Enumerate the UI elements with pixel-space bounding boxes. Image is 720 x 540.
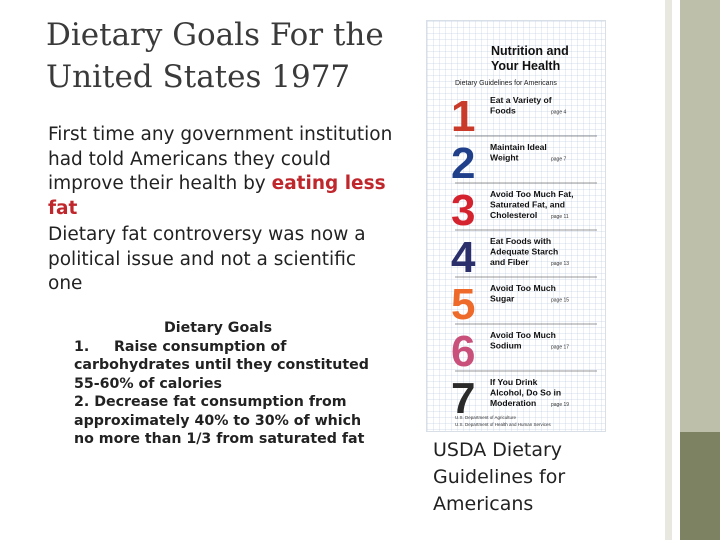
goal-1-number: 1.	[74, 338, 90, 355]
poster-guideline-4-line-1: Eat Foods with	[490, 236, 551, 246]
poster-guideline-1-page: page 4	[551, 110, 567, 116]
poster-guideline-2-page: page 7	[551, 157, 567, 163]
poster-guideline-4-line-2: Adequate Starch	[490, 247, 558, 257]
goal-2: 2. Decrease fat consumption from approxi…	[74, 394, 365, 447]
poster-title-line-1: Nutrition and	[491, 44, 569, 58]
side-decoration-light	[665, 0, 672, 540]
poster-guideline-5-page: page 15	[551, 298, 569, 304]
paragraph-2: Dietary fat controversy was now a politi…	[48, 224, 366, 294]
goal-1-text: Raise consumption of carbohydrates until…	[74, 338, 369, 392]
poster-guideline-1-line-2: Foods	[490, 106, 516, 116]
image-caption: USDA Dietary Guidelines for Americans	[433, 439, 566, 515]
poster-guideline-2-line-1: Maintain Ideal	[490, 142, 547, 152]
poster-guideline-7-line-3: Moderation	[490, 398, 536, 408]
poster-guideline-6-line-2: Sodium	[490, 341, 522, 351]
slide-title: Dietary Goals For the United States 1977	[46, 17, 384, 95]
poster-guideline-2-line-2: Weight	[490, 153, 519, 163]
poster-footer-line-1: U.S. Department of Agriculture	[455, 415, 517, 420]
goals-heading: Dietary Goals	[164, 320, 273, 336]
poster-guideline-3-page: page 11	[551, 214, 569, 220]
poster-guideline-number-1: 1	[451, 92, 475, 141]
poster-guideline-number-6: 6	[451, 327, 475, 376]
grid-background	[427, 21, 605, 431]
poster-guideline-1-line-1: Eat a Variety of	[490, 95, 552, 105]
guidelines-poster-image: Nutrition and Your Health Dietary Guidelin…	[426, 20, 606, 432]
poster-guideline-3-line-2: Saturated Fat, and	[490, 200, 565, 210]
poster-guideline-3-line-3: Cholesterol	[490, 210, 537, 220]
poster-guideline-4-line-3: and Fiber	[490, 257, 529, 267]
poster-footer-line-2: U.S. Department of Health and Human Serv…	[455, 422, 552, 427]
goal-1: 1. Raise consumption of carbohydrates unt…	[74, 338, 384, 394]
poster-title-line-2: Your Health	[491, 59, 560, 73]
poster-guideline-number-2: 2	[451, 139, 475, 188]
poster-guideline-6-page: page 17	[551, 345, 569, 351]
poster-guideline-number-3: 3	[451, 186, 475, 235]
poster-subtitle: Dietary Guidelines for Americans	[455, 80, 557, 87]
poster-guideline-4-page: page 13	[551, 261, 569, 267]
body-text: First time any government institution ha…	[48, 123, 393, 297]
poster-guideline-number-4: 4	[451, 233, 476, 282]
poster-guideline-7-line-1: If You Drink	[490, 377, 538, 387]
poster-guideline-5-line-2: Sugar	[490, 294, 515, 304]
paragraph-1: First time any government institution ha…	[48, 124, 393, 219]
side-decoration-bottom	[680, 432, 720, 540]
poster-guideline-5-line-1: Avoid Too Much	[490, 283, 556, 293]
poster-guideline-number-7: 7	[451, 374, 475, 423]
poster-guideline-6-line-1: Avoid Too Much	[490, 330, 556, 340]
poster-guideline-7-page: page 19	[551, 402, 569, 408]
highlight-eating-less-fat: eating less fat	[48, 173, 386, 219]
poster-guideline-3-line-1: Avoid Too Much Fat,	[490, 189, 574, 199]
poster-guideline-number-5: 5	[451, 280, 475, 329]
poster-guideline-7-line-2: Alcohol, Do So in	[490, 388, 561, 398]
dietary-goals: Dietary Goals 1. Raise consumption of car…	[74, 319, 384, 449]
side-decoration-top	[680, 0, 720, 432]
